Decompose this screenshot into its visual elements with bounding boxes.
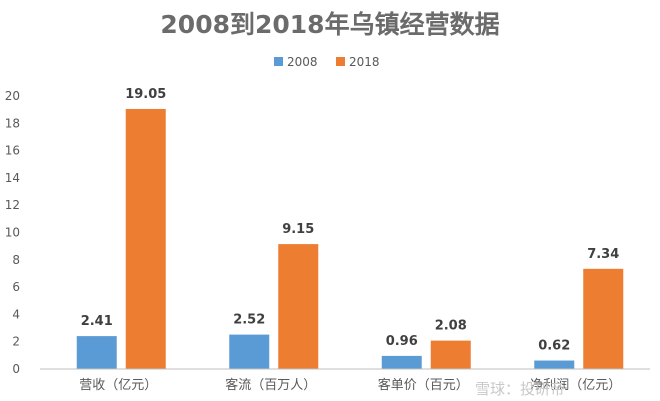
y-tick-label-8: 16 xyxy=(5,144,20,158)
y-tick-label-2: 4 xyxy=(12,307,20,321)
chart-title: 2008到2018年乌镇经营数据 xyxy=(160,10,499,39)
x-axis: 营收（亿元） 客流（百万人） 客单价（百元） 净利润（亿元） xyxy=(40,368,650,393)
y-tick-label-9: 18 xyxy=(5,116,20,130)
data-label-2018-3: 7.34 xyxy=(587,247,619,262)
bar-2018-3 xyxy=(583,268,624,369)
watermark-text: 雪球：投研帝 xyxy=(475,380,565,398)
y-tick-label-5: 10 xyxy=(5,226,20,240)
bar-2008-2 xyxy=(381,355,422,369)
data-label-2008-3: 0.62 xyxy=(538,339,570,354)
legend-label-2008: 2008 xyxy=(287,55,318,69)
bar-2018-0 xyxy=(125,108,166,369)
y-tick-label-1: 2 xyxy=(12,335,20,349)
data-label-2008-0: 2.41 xyxy=(81,314,113,329)
y-tick-label-7: 14 xyxy=(5,171,20,185)
legend-swatch-2018 xyxy=(336,57,345,66)
x-category-label-3: 净利润（亿元） xyxy=(530,378,621,393)
y-tick-label-3: 6 xyxy=(12,280,20,294)
bar-2008-3 xyxy=(534,360,575,369)
y-axis: 0 2 4 6 8 10 12 14 16 18 20 xyxy=(5,89,20,376)
data-label-2008-2: 0.96 xyxy=(386,334,418,349)
y-tick-label-0: 0 xyxy=(12,362,20,376)
y-tick-label-6: 12 xyxy=(5,198,20,212)
data-label-2018-1: 9.15 xyxy=(282,222,314,237)
legend: 2008 2018 xyxy=(274,55,380,69)
data-label-2008-1: 2.52 xyxy=(233,313,265,328)
x-category-label-0: 营收（亿元） xyxy=(79,378,157,393)
data-label-2018-2: 2.08 xyxy=(435,319,467,334)
legend-label-2018: 2018 xyxy=(349,55,380,69)
x-category-label-1: 客流（百万人） xyxy=(225,377,316,393)
data-label-2018-0: 19.05 xyxy=(125,87,166,102)
y-tick-label-10: 20 xyxy=(5,89,20,103)
bar-2018-2 xyxy=(430,340,471,369)
bars: 2.41 19.05 2.52 9.15 0.96 2.08 0.62 7.34 xyxy=(76,87,624,369)
bar-2008-1 xyxy=(229,334,270,369)
x-category-label-2: 客单价（百元） xyxy=(378,377,469,393)
legend-swatch-2008 xyxy=(274,57,283,66)
y-tick-label-4: 8 xyxy=(12,253,20,267)
bar-2018-1 xyxy=(278,244,319,369)
bar-2008-0 xyxy=(76,336,117,369)
